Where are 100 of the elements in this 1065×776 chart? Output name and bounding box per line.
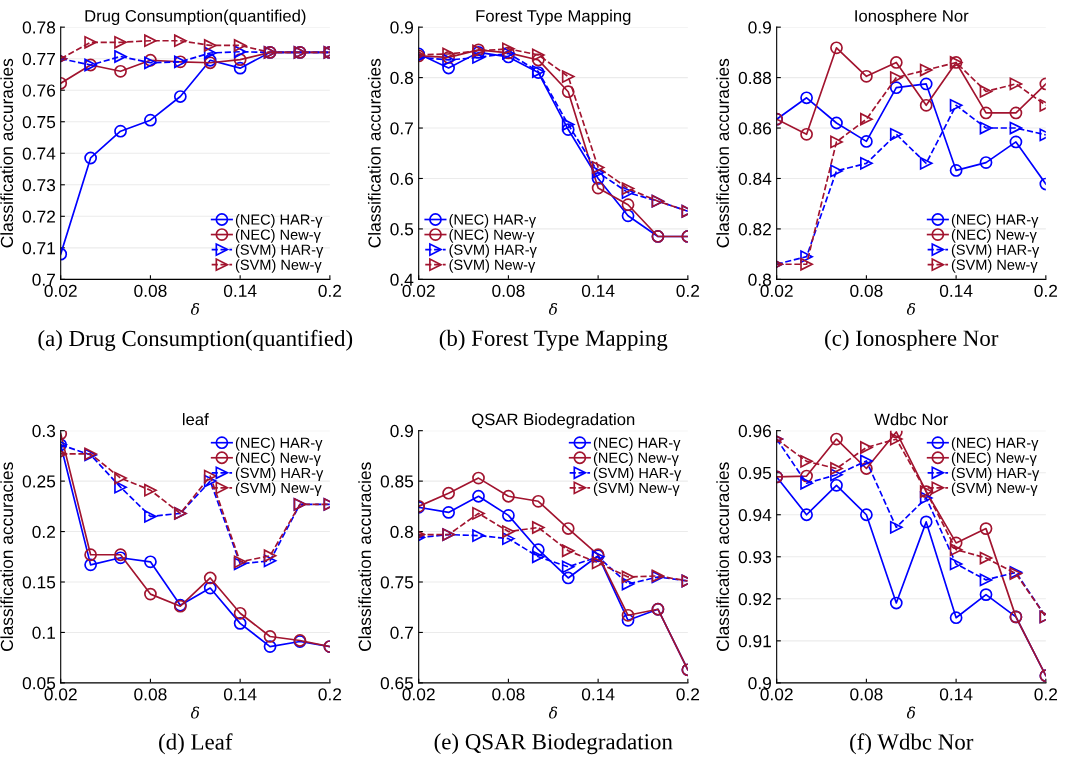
- legend-label: (NEC) HAR-γ: [951, 437, 1039, 451]
- x-axis-title: δ: [190, 706, 200, 719]
- y-tick-label: 0.84: [738, 172, 772, 185]
- y-tick-label: 0.78: [22, 21, 56, 34]
- x-tick-label: 0.2: [318, 284, 342, 297]
- legend-label: (NEC) New-γ: [449, 229, 535, 243]
- y-tick-label: 0.8: [390, 525, 414, 539]
- legend-label: (SVM) HAR-γ: [951, 467, 1040, 481]
- chart-title: Forest Type Mapping: [476, 9, 631, 26]
- legend-label: (NEC) New-γ: [951, 452, 1037, 466]
- y-tick-label: 0.71: [22, 242, 55, 255]
- x-tick-label: 0.08: [850, 688, 883, 701]
- y-tick-label: 0.73: [22, 178, 56, 192]
- y-axis-title: Classification accuracies: [367, 58, 381, 248]
- x-tick-label: 0.02: [760, 688, 793, 701]
- x-tick-label: 0.02: [402, 284, 435, 297]
- chart-title: Wdbc Nor: [874, 413, 949, 426]
- y-axis-title: Classification accuracies: [716, 58, 730, 248]
- legend-label: (SVM) New-γ: [951, 482, 1038, 496]
- y-tick-label: 0.9: [390, 21, 414, 34]
- legend-label: (NEC) New-γ: [951, 229, 1037, 243]
- y-tick-label: 0.9: [748, 677, 771, 690]
- y-tick-label: 0.95: [738, 466, 772, 480]
- x-tick-label: 0.14: [223, 284, 257, 297]
- legend-label: (NEC) New-γ: [235, 229, 321, 243]
- legend-label: (NEC) HAR-γ: [235, 214, 323, 228]
- x-tick-label: 0.14: [939, 284, 973, 297]
- y-axis-title: Classification accuracies: [0, 58, 14, 248]
- legend-label: (NEC) New-γ: [593, 452, 679, 466]
- x-tick-label: 0.08: [492, 688, 525, 701]
- y-tick-label: 0.75: [380, 576, 414, 589]
- y-tick-label: 0.5: [390, 223, 414, 236]
- x-tick-label: 0.08: [134, 688, 167, 701]
- y-tick-label: 0.2: [32, 525, 55, 539]
- x-tick-label: 0.2: [1034, 284, 1058, 297]
- y-tick-label: 0.9: [390, 424, 414, 438]
- y-tick-label: 0.7: [390, 122, 413, 135]
- x-tick-label: 0.2: [676, 688, 700, 701]
- x-tick-label: 0.02: [402, 688, 435, 701]
- text: (d) Leaf: [159, 733, 233, 755]
- y-tick-label: 0.75: [22, 115, 56, 129]
- x-axis-title: δ: [906, 706, 916, 719]
- chart-title: Drug Consumption(quantified): [85, 9, 306, 26]
- legend-label: (SVM) New-γ: [593, 482, 680, 496]
- legend-label: (SVM) HAR-γ: [235, 467, 324, 481]
- x-tick-label: 0.14: [939, 688, 973, 701]
- y-tick-label: 0.76: [22, 84, 56, 97]
- x-tick-label: 0.14: [581, 688, 615, 701]
- y-tick-label: 0.86: [738, 122, 772, 135]
- y-tick-label: 0.92: [738, 592, 771, 606]
- y-tick-label: 0.94: [738, 508, 772, 522]
- y-tick-label: 0.91: [738, 635, 771, 648]
- legend-label: (NEC) New-γ: [235, 452, 321, 466]
- y-tick-label: 0.8: [748, 273, 772, 286]
- x-tick-label: 0.08: [492, 284, 525, 297]
- y-tick-label: 0.7: [390, 626, 413, 639]
- legend-label: (NEC) HAR-γ: [593, 437, 681, 451]
- x-tick-label: 0.08: [134, 284, 167, 297]
- text: (c) Ionosphere Nor: [825, 329, 999, 351]
- legend-label: (NEC) HAR-γ: [951, 214, 1039, 228]
- text: (b) Forest Type Mapping: [439, 329, 668, 351]
- y-tick-label: 0.3: [32, 424, 56, 438]
- y-tick-label: 0.6: [390, 172, 414, 185]
- y-tick-label: 0.65: [380, 677, 414, 690]
- y-tick-label: 0.8: [390, 71, 414, 85]
- y-tick-label: 0.7: [32, 273, 55, 286]
- y-tick-label: 0.82: [738, 223, 771, 236]
- text: (f) Wdbc Nor: [850, 733, 974, 755]
- x-tick-label: 0.02: [44, 284, 77, 297]
- x-tick-label: 0.08: [850, 284, 883, 297]
- x-tick-label: 0.2: [676, 284, 700, 297]
- y-axis-title: Classification accuracies: [358, 462, 372, 651]
- y-axis-title: Classification accuracies: [716, 462, 730, 651]
- y-tick-label: 0.85: [380, 475, 414, 488]
- legend-label: (SVM) HAR-γ: [449, 244, 537, 258]
- x-tick-label: 0.2: [1034, 688, 1058, 701]
- y-tick-label: 0.9: [748, 21, 771, 34]
- legend-label: (SVM) New-γ: [449, 259, 536, 273]
- x-tick-label: 0.2: [318, 688, 342, 701]
- chart-title: QSAR Biodegradation: [472, 413, 635, 429]
- y-tick-label: 0.88: [738, 71, 772, 85]
- x-axis-title: δ: [906, 303, 916, 316]
- legend-label: (NEC) HAR-γ: [449, 214, 537, 228]
- x-tick-label: 0.14: [581, 284, 615, 297]
- y-tick-label: 0.96: [738, 424, 772, 438]
- legend-label: (SVM) New-γ: [235, 259, 322, 273]
- chart-title: leaf: [182, 413, 209, 426]
- x-axis-title: δ: [548, 706, 558, 719]
- y-tick-label: 0.72: [22, 210, 55, 223]
- y-tick-label: 0.4: [390, 273, 414, 286]
- y-tick-label: 0.05: [22, 677, 56, 690]
- x-tick-label: 0.02: [44, 688, 77, 701]
- text: (e) QSAR Biodegradation: [434, 733, 673, 755]
- legend-label: (SVM) New-γ: [951, 259, 1038, 273]
- legend-label: (SVM) HAR-γ: [235, 244, 324, 258]
- legend-label: (SVM) HAR-γ: [951, 244, 1040, 258]
- y-tick-label: 0.93: [738, 550, 772, 564]
- text: (a) Drug Consumption(quantified): [38, 329, 353, 351]
- legend-label: (SVM) New-γ: [235, 482, 322, 496]
- legend-label: (NEC) HAR-γ: [235, 437, 323, 451]
